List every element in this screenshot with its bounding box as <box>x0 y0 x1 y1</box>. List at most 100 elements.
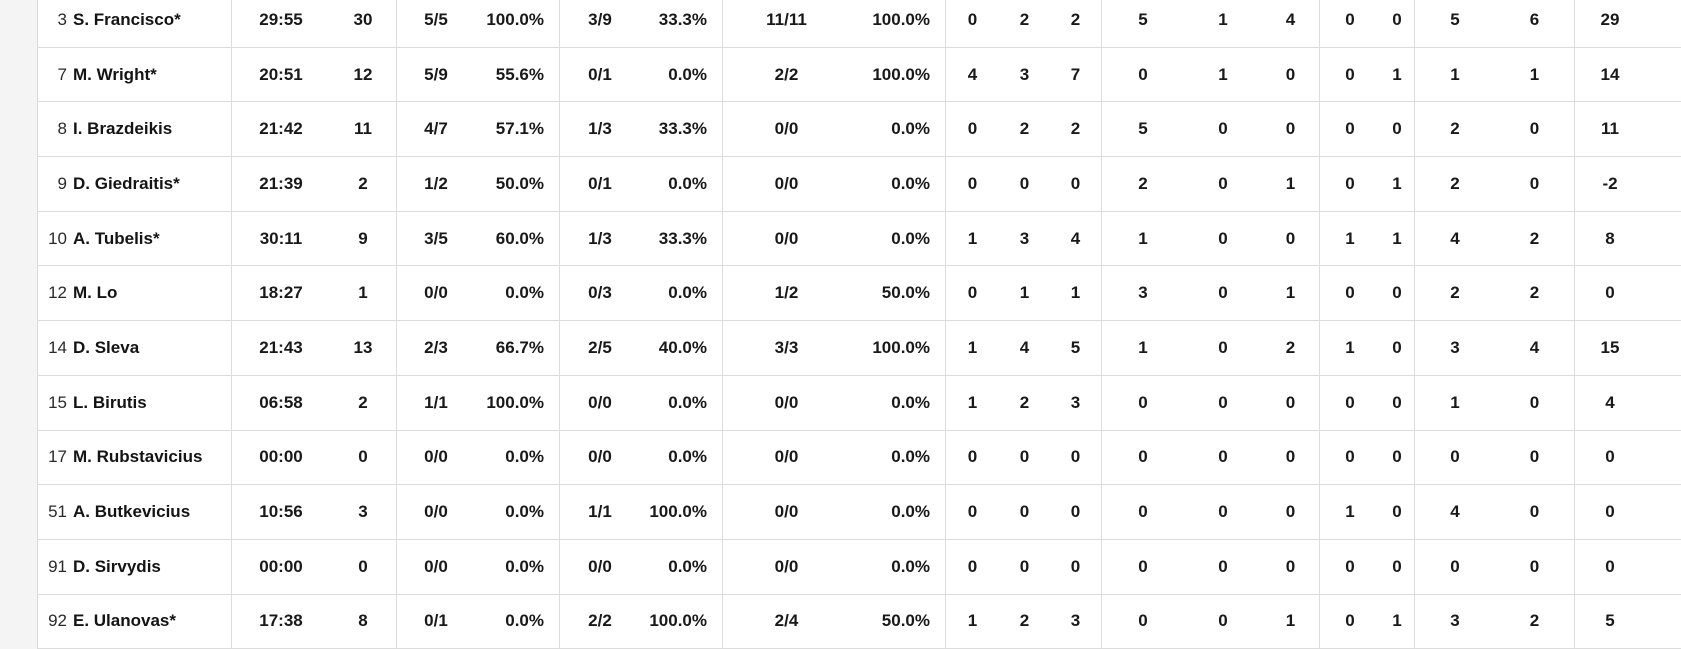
offensive-rebounds-cell: 0 <box>967 447 978 467</box>
blocks-against-cell: 1 <box>1380 211 1415 266</box>
pir-cell: 0 <box>1605 502 1615 522</box>
player-cell: 9 D. Giedraitis* <box>38 157 232 211</box>
fouls-received-cell: 1 <box>1495 47 1575 102</box>
player-row[interactable]: 3 S. Francisco* 29:55 30 5/5 100.0% 3/9 … <box>38 0 1681 48</box>
points-cell: 30 <box>330 0 397 47</box>
player-row[interactable]: 14 D. Sleva 21:43 13 2/3 66.7% 2/5 40.0%… <box>38 321 1681 376</box>
free-throw-pct-cell: 100.0% <box>850 47 946 102</box>
minutes-cell: 20:51 <box>259 64 303 84</box>
blocks-favour-cell: 0 <box>1345 9 1355 29</box>
three-point-made-att-cell: 1/3 <box>588 228 612 248</box>
player-name: L. Birutis <box>73 392 147 412</box>
assists-cell: 2 <box>1138 173 1148 193</box>
offensive-rebounds-cell: 1 <box>967 392 978 412</box>
free-throw-made-att-cell: 0/0 <box>774 173 799 193</box>
turnovers-cell: 1 <box>1262 157 1320 211</box>
jersey-number: 9 <box>57 173 67 193</box>
total-rebounds-cell: 3 <box>1050 594 1102 649</box>
two-point-made-att-cell: 0/1 <box>424 611 448 631</box>
blocks-favour-cell: 0 <box>1345 64 1355 84</box>
jersey-number: 91 <box>48 556 67 576</box>
two-point-made-att-cell: 2/3 <box>424 337 448 357</box>
offensive-rebounds-cell: 0 <box>967 173 978 193</box>
points-cell: 12 <box>330 47 397 102</box>
offensive-rebounds-cell: 1 <box>967 228 978 248</box>
blocks-favour-cell: 0 <box>1345 447 1355 467</box>
jersey-number: 17 <box>48 447 67 467</box>
fouls-received-cell: 2 <box>1495 211 1575 266</box>
steals-cell: 0 <box>1218 392 1228 412</box>
fouls-committed-cell: 2 <box>1450 119 1460 139</box>
defensive-rebounds-cell: 0 <box>1019 447 1030 467</box>
steals-cell: 0 <box>1218 337 1228 357</box>
player-name: A. Butkevicius <box>73 502 191 522</box>
total-rebounds-cell: 2 <box>1050 102 1102 157</box>
player-row[interactable]: 10 A. Tubelis* 30:11 9 3/5 60.0% 1/3 33.… <box>38 211 1681 267</box>
three-point-made-att-cell: 0/1 <box>588 64 612 84</box>
jersey-number: 12 <box>48 283 67 303</box>
three-point-made-att-cell: 2/2 <box>588 611 612 631</box>
assists-cell: 0 <box>1138 611 1148 631</box>
offensive-rebounds-cell: 0 <box>967 9 978 29</box>
minutes-cell: 18:27 <box>259 283 303 303</box>
three-point-made-att-cell: 0/0 <box>588 392 612 412</box>
player-row[interactable]: 9 D. Giedraitis* 21:39 2 1/2 50.0% 0/1 0… <box>38 157 1681 212</box>
player-row[interactable]: 17 M. Rubstavicius 00:00 0 0/0 0.0% 0/0 … <box>38 430 1681 486</box>
blocks-favour-cell: 0 <box>1345 392 1355 412</box>
assists-cell: 0 <box>1138 502 1148 522</box>
offensive-rebounds-cell: 0 <box>967 283 978 303</box>
player-row[interactable]: 91 D. Sirvydis 00:00 0 0/0 0.0% 0/0 0.0%… <box>38 539 1681 595</box>
free-throw-pct-cell: 0.0% <box>850 485 946 539</box>
steals-cell: 0 <box>1218 283 1228 303</box>
fouls-received-cell: 4 <box>1495 321 1575 375</box>
player-name: D. Sirvydis <box>73 556 161 576</box>
player-name: D. Giedraitis* <box>73 173 180 193</box>
fouls-received-cell: 0 <box>1495 102 1575 157</box>
blocks-against-cell: 0 <box>1380 485 1415 539</box>
free-throw-pct-cell: 0.0% <box>850 375 946 430</box>
free-throw-pct-cell: 0.0% <box>850 102 946 157</box>
turnovers-cell: 0 <box>1262 485 1320 539</box>
fouls-committed-cell: 4 <box>1450 228 1460 248</box>
two-point-made-att-cell: 0/0 <box>424 556 448 576</box>
points-cell: 13 <box>330 321 397 375</box>
free-throw-made-att-cell: 0/0 <box>774 447 799 467</box>
turnovers-cell: 0 <box>1262 47 1320 102</box>
three-point-pct-cell: 0.0% <box>640 539 723 594</box>
player-row[interactable]: 8 I. Brazdeikis 21:42 11 4/7 57.1% 1/3 3… <box>38 102 1681 158</box>
defensive-rebounds-cell: 0 <box>1019 556 1030 576</box>
player-row[interactable]: 51 A. Butkevicius 10:56 3 0/0 0.0% 1/1 1… <box>38 485 1681 540</box>
player-row[interactable]: 12 M. Lo 18:27 1 0/0 0.0% 0/3 0.0% 1/2 5… <box>38 266 1681 322</box>
fouls-committed-cell: 3 <box>1450 337 1460 357</box>
pir-cell: 0 <box>1605 447 1615 467</box>
free-throw-made-att-cell: 11/11 <box>766 9 807 29</box>
three-point-pct-cell: 0.0% <box>640 47 723 102</box>
steals-cell: 1 <box>1218 9 1228 29</box>
two-point-made-att-cell: 1/1 <box>424 392 448 412</box>
three-point-made-att-cell: 1/1 <box>588 502 612 522</box>
player-cell: 92 E. Ulanovas* <box>38 594 232 649</box>
steals-cell: 0 <box>1218 447 1228 467</box>
minutes-cell: 17:38 <box>259 611 303 631</box>
turnovers-cell: 0 <box>1262 430 1320 485</box>
two-point-pct-cell: 0.0% <box>475 539 560 594</box>
turnovers-cell: 4 <box>1262 0 1320 47</box>
player-row[interactable]: 15 L. Birutis 06:58 2 1/1 100.0% 0/0 0.0… <box>38 375 1681 431</box>
free-throw-made-att-cell: 2/4 <box>774 611 799 631</box>
points-cell: 0 <box>330 430 397 485</box>
two-point-pct-cell: 60.0% <box>475 211 560 266</box>
minutes-cell: 06:58 <box>259 392 303 412</box>
total-rebounds-cell: 0 <box>1050 485 1102 539</box>
jersey-number: 8 <box>57 119 67 139</box>
minutes-cell: 30:11 <box>259 228 303 248</box>
two-point-pct-cell: 0.0% <box>475 266 560 321</box>
steals-cell: 0 <box>1218 228 1228 248</box>
blocks-against-cell: 0 <box>1380 321 1415 375</box>
player-row[interactable]: 92 E. Ulanovas* 17:38 8 0/1 0.0% 2/2 100… <box>38 594 1681 649</box>
player-row[interactable]: 7 M. Wright* 20:51 12 5/9 55.6% 0/1 0.0%… <box>38 47 1681 103</box>
free-throw-pct-cell: 100.0% <box>850 321 946 375</box>
player-cell: 7 M. Wright* <box>38 47 232 102</box>
assists-cell: 0 <box>1138 556 1148 576</box>
fouls-received-cell: 0 <box>1495 375 1575 430</box>
offensive-rebounds-cell: 0 <box>967 502 978 522</box>
